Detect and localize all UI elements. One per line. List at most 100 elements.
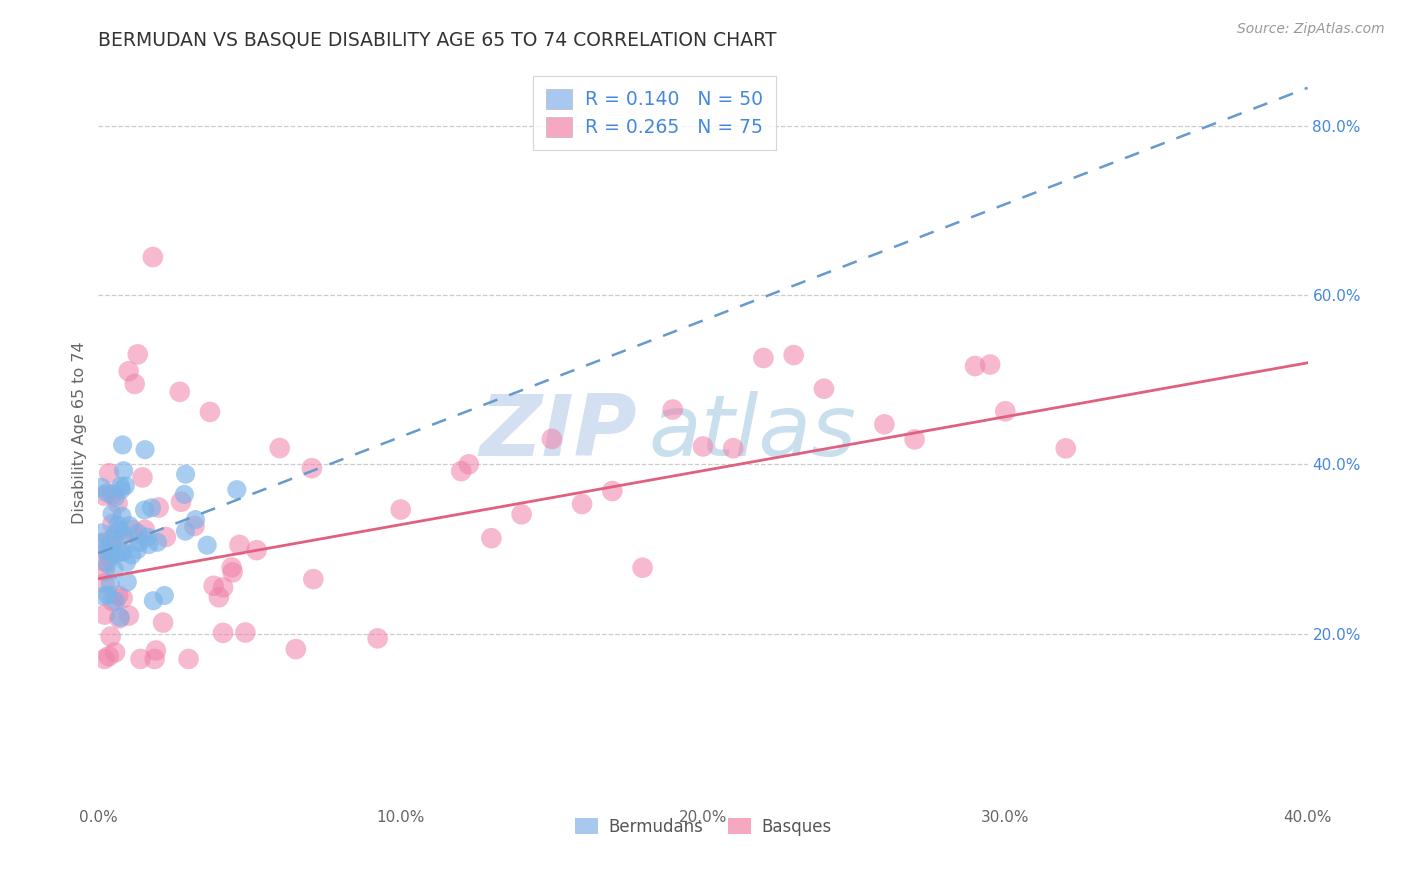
Point xyxy=(183,519,205,533)
Point xyxy=(173,487,195,501)
Point xyxy=(134,523,156,537)
Point xyxy=(93,589,115,603)
Point xyxy=(540,432,562,446)
Point xyxy=(904,433,927,447)
Point xyxy=(692,440,714,454)
Point xyxy=(96,557,118,571)
Point xyxy=(212,580,235,594)
Point xyxy=(117,575,139,590)
Point xyxy=(136,530,159,544)
Point xyxy=(93,489,115,503)
Point xyxy=(110,479,132,493)
Point xyxy=(246,543,269,558)
Point xyxy=(107,517,129,532)
Point xyxy=(225,483,247,497)
Point xyxy=(111,438,134,452)
Point xyxy=(110,545,132,559)
Point xyxy=(97,588,120,602)
Point xyxy=(198,405,221,419)
Point xyxy=(174,467,197,482)
Point xyxy=(450,464,472,478)
Point xyxy=(127,542,149,557)
Point xyxy=(103,563,125,577)
Point xyxy=(90,536,112,550)
Point xyxy=(141,500,163,515)
Point xyxy=(142,250,165,264)
Point xyxy=(107,589,129,603)
Point xyxy=(121,548,143,562)
Y-axis label: Disability Age 65 to 74: Disability Age 65 to 74 xyxy=(72,342,87,524)
Point xyxy=(93,576,115,591)
Point xyxy=(145,643,167,657)
Point xyxy=(114,479,136,493)
Point xyxy=(100,545,122,559)
Point xyxy=(631,560,654,574)
Point xyxy=(143,652,166,666)
Point xyxy=(195,538,218,552)
Point xyxy=(121,523,143,537)
Point xyxy=(134,442,156,457)
Point xyxy=(112,464,135,478)
Point xyxy=(118,608,141,623)
Point xyxy=(98,538,121,552)
Point xyxy=(174,524,197,538)
Point xyxy=(367,632,389,646)
Point xyxy=(93,535,115,549)
Point xyxy=(104,594,127,608)
Point xyxy=(269,441,291,455)
Point xyxy=(148,500,170,515)
Point xyxy=(118,518,141,533)
Point xyxy=(177,652,200,666)
Point xyxy=(96,485,118,500)
Point xyxy=(93,554,115,568)
Point xyxy=(131,470,153,484)
Point xyxy=(301,461,323,475)
Point xyxy=(101,507,124,521)
Point xyxy=(389,502,412,516)
Point xyxy=(98,549,121,564)
Point xyxy=(602,483,624,498)
Point xyxy=(994,404,1017,418)
Point xyxy=(228,538,250,552)
Point xyxy=(93,564,115,578)
Text: ZIP: ZIP xyxy=(479,391,637,475)
Point xyxy=(152,615,174,630)
Point xyxy=(108,611,131,625)
Point xyxy=(111,591,134,606)
Point xyxy=(146,535,169,549)
Point xyxy=(90,480,112,494)
Text: atlas: atlas xyxy=(648,391,856,475)
Point xyxy=(153,589,176,603)
Point xyxy=(104,645,127,659)
Point xyxy=(94,544,117,558)
Point xyxy=(481,531,503,545)
Point xyxy=(127,347,149,361)
Point xyxy=(97,649,120,664)
Point xyxy=(110,610,132,624)
Legend: Bermudans, Basques: Bermudans, Basques xyxy=(568,811,838,843)
Point xyxy=(1054,442,1077,456)
Point xyxy=(138,538,160,552)
Point xyxy=(104,527,127,541)
Point xyxy=(112,527,135,541)
Text: BERMUDAN VS BASQUE DISABILITY AGE 65 TO 74 CORRELATION CHART: BERMUDAN VS BASQUE DISABILITY AGE 65 TO … xyxy=(98,30,778,50)
Point xyxy=(107,496,129,510)
Point xyxy=(101,594,124,608)
Point xyxy=(169,384,191,399)
Point xyxy=(813,382,835,396)
Point xyxy=(111,509,134,524)
Text: Source: ZipAtlas.com: Source: ZipAtlas.com xyxy=(1237,22,1385,37)
Point xyxy=(979,358,1001,372)
Point xyxy=(124,376,146,391)
Point xyxy=(98,467,121,481)
Point xyxy=(170,494,193,508)
Point xyxy=(284,642,307,657)
Point xyxy=(108,524,131,538)
Point xyxy=(155,530,177,544)
Point xyxy=(98,577,121,591)
Point xyxy=(208,591,231,605)
Point xyxy=(184,513,207,527)
Point xyxy=(571,497,593,511)
Point xyxy=(104,547,127,561)
Point xyxy=(100,630,122,644)
